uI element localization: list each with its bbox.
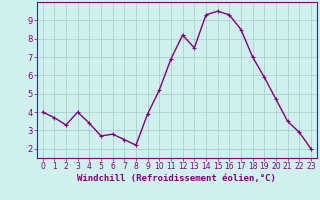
- X-axis label: Windchill (Refroidissement éolien,°C): Windchill (Refroidissement éolien,°C): [77, 174, 276, 183]
